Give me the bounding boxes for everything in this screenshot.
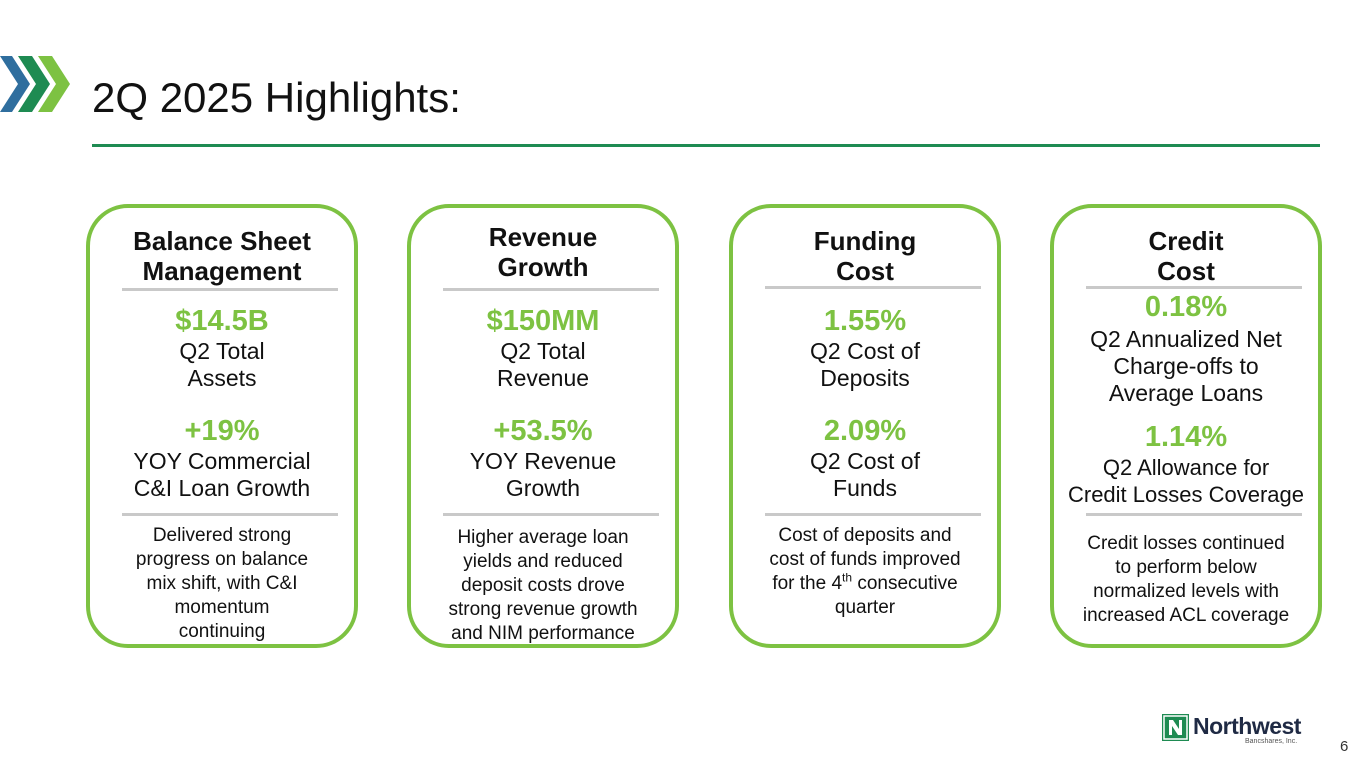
metric-label: Q2 Cost of Funds (810, 448, 920, 501)
metric-label: Q2 Allowance for Credit Losses Coverage (1067, 455, 1304, 507)
card-heading: Credit Cost (1148, 226, 1224, 286)
northwest-logo: Northwest Bancshares, Inc. (1162, 713, 1302, 750)
card-heading: Balance Sheet Management (133, 226, 311, 286)
metric-value: 2.09% (823, 415, 907, 447)
title-underline (92, 144, 1320, 147)
chevron-arrows-icon (0, 56, 70, 112)
metric-value: $150MM (486, 305, 600, 337)
metric-label: Q2 Total Revenue (496, 338, 590, 391)
card-heading: Funding Cost (813, 226, 917, 286)
metric-label: Q2 Cost of Deposits (810, 338, 920, 391)
logo-subtitle: Bancshares, Inc. (1245, 738, 1298, 745)
card-note: Cost of deposits and cost of funds impro… (769, 525, 961, 618)
metric-value: $14.5B (175, 305, 269, 337)
metric-label: Q2 Annualized Net Charge-offs to Average… (1090, 326, 1282, 406)
metric-label: YOY Revenue Growth (469, 448, 617, 501)
divider (1086, 286, 1302, 289)
metric-label: YOY Commercial C&I Loan Growth (133, 448, 311, 501)
card-balance-sheet: Balance Sheet Management $14.5B Q2 Total… (86, 204, 358, 648)
divider (765, 286, 981, 289)
metric-label: Q2 Total Assets (179, 338, 265, 391)
card-note: Higher average loan yields and reduced d… (448, 527, 638, 644)
card-credit-cost: Credit Cost 0.18% Q2 Annualized Net Char… (1050, 204, 1322, 648)
card-revenue-growth: Revenue Growth $150MM Q2 Total Revenue +… (407, 204, 679, 648)
metric-value: 0.18% (1144, 291, 1228, 323)
divider (443, 288, 659, 291)
logo-n-icon (1162, 714, 1189, 741)
metric-value: 1.55% (823, 305, 907, 337)
divider (122, 513, 338, 516)
divider (1086, 513, 1302, 516)
divider (122, 288, 338, 291)
card-funding-cost: Funding Cost 1.55% Q2 Cost of Deposits 2… (729, 204, 1001, 648)
metric-value: +19% (184, 415, 260, 447)
metric-value: 1.14% (1144, 421, 1228, 453)
divider (765, 513, 981, 516)
page-number: 6 (1340, 738, 1349, 755)
logo-wordmark: Northwest (1193, 713, 1301, 739)
card-note: Delivered strong progress on balance mix… (135, 525, 309, 642)
slide-title: 2Q 2025 Highlights: (92, 74, 461, 121)
divider (443, 513, 659, 516)
card-note: Credit losses continued to perform below… (1082, 533, 1290, 626)
card-heading: Revenue Growth (488, 222, 598, 282)
metric-value: +53.5% (493, 415, 593, 447)
